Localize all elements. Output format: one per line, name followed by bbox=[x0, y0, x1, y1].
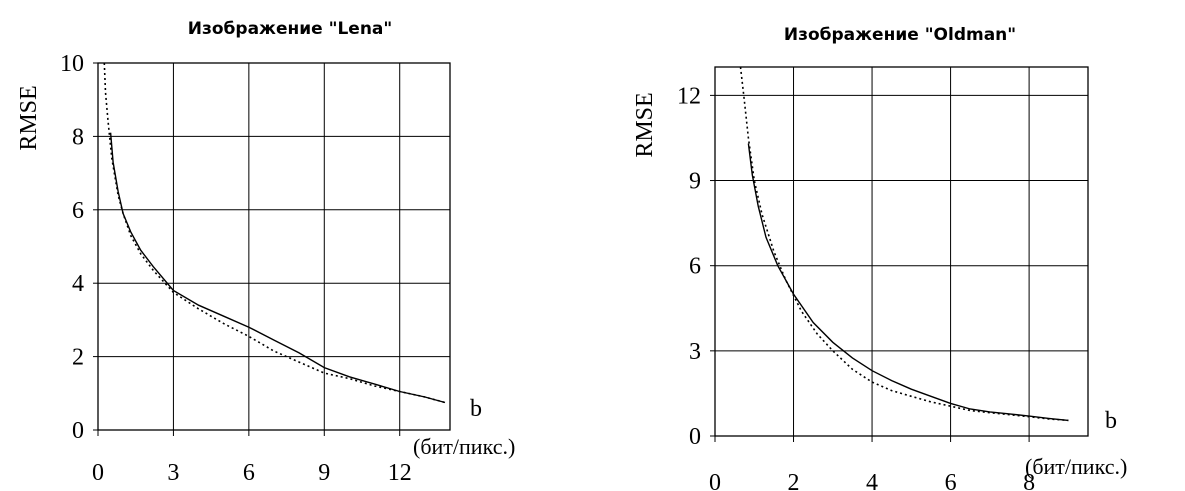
series-solid-line bbox=[747, 143, 1069, 422]
series-dotted-line bbox=[103, 62, 446, 404]
x-axis-unit: (бит/пикс.) bbox=[1025, 454, 1127, 479]
x-tick-label: 0 bbox=[92, 460, 104, 486]
x-tick-label: 4 bbox=[866, 470, 878, 491]
plot-frame bbox=[97, 62, 451, 431]
x-tick-label: 12 bbox=[388, 460, 412, 486]
y-tick-label: 0 bbox=[72, 418, 84, 444]
plot-frame bbox=[714, 66, 1089, 437]
y-axis-label: RMSE bbox=[16, 85, 42, 150]
y-tick-label: 10 bbox=[60, 51, 84, 77]
y-tick-label: 8 bbox=[72, 124, 84, 150]
series-solid-line bbox=[109, 132, 446, 404]
x-tick-label: 0 bbox=[709, 470, 721, 491]
chart-title: Изображение "Lena" bbox=[188, 19, 393, 39]
y-tick-label: 2 bbox=[72, 345, 84, 371]
series-dotted-line bbox=[739, 66, 1069, 422]
x-tick-label: 6 bbox=[945, 470, 957, 491]
x-axis-label: b bbox=[1105, 408, 1117, 434]
x-axis-label: b bbox=[470, 396, 482, 422]
x-tick-label: 9 bbox=[318, 460, 330, 486]
y-tick-label: 12 bbox=[677, 83, 701, 109]
y-tick-label: 4 bbox=[72, 271, 84, 297]
chart-oldman: Изображение "Oldman" RMSE 0 3 6 9 12 0 2 4 6 8 b (бит… bbox=[632, 25, 1127, 491]
y-tick-label: 3 bbox=[689, 339, 701, 365]
x-tick-label: 6 bbox=[243, 460, 255, 486]
x-tick-label: 8 bbox=[1023, 470, 1035, 491]
chart-lena: Изображение "Lena" RMSE 0 2 4 6 8 10 0 3 6 9 12 b (бит… bbox=[16, 19, 515, 486]
x-axis-unit: (бит/пикс.) bbox=[413, 434, 515, 459]
chart-title: Изображение "Oldman" bbox=[784, 25, 1016, 45]
x-tick-label: 2 bbox=[788, 470, 800, 491]
x-tick-label: 3 bbox=[167, 460, 179, 486]
y-axis-label: RMSE bbox=[632, 92, 658, 157]
y-tick-label: 0 bbox=[689, 424, 701, 450]
y-tick-label: 9 bbox=[689, 169, 701, 195]
y-tick-label: 6 bbox=[689, 254, 701, 280]
y-tick-label: 6 bbox=[72, 198, 84, 224]
